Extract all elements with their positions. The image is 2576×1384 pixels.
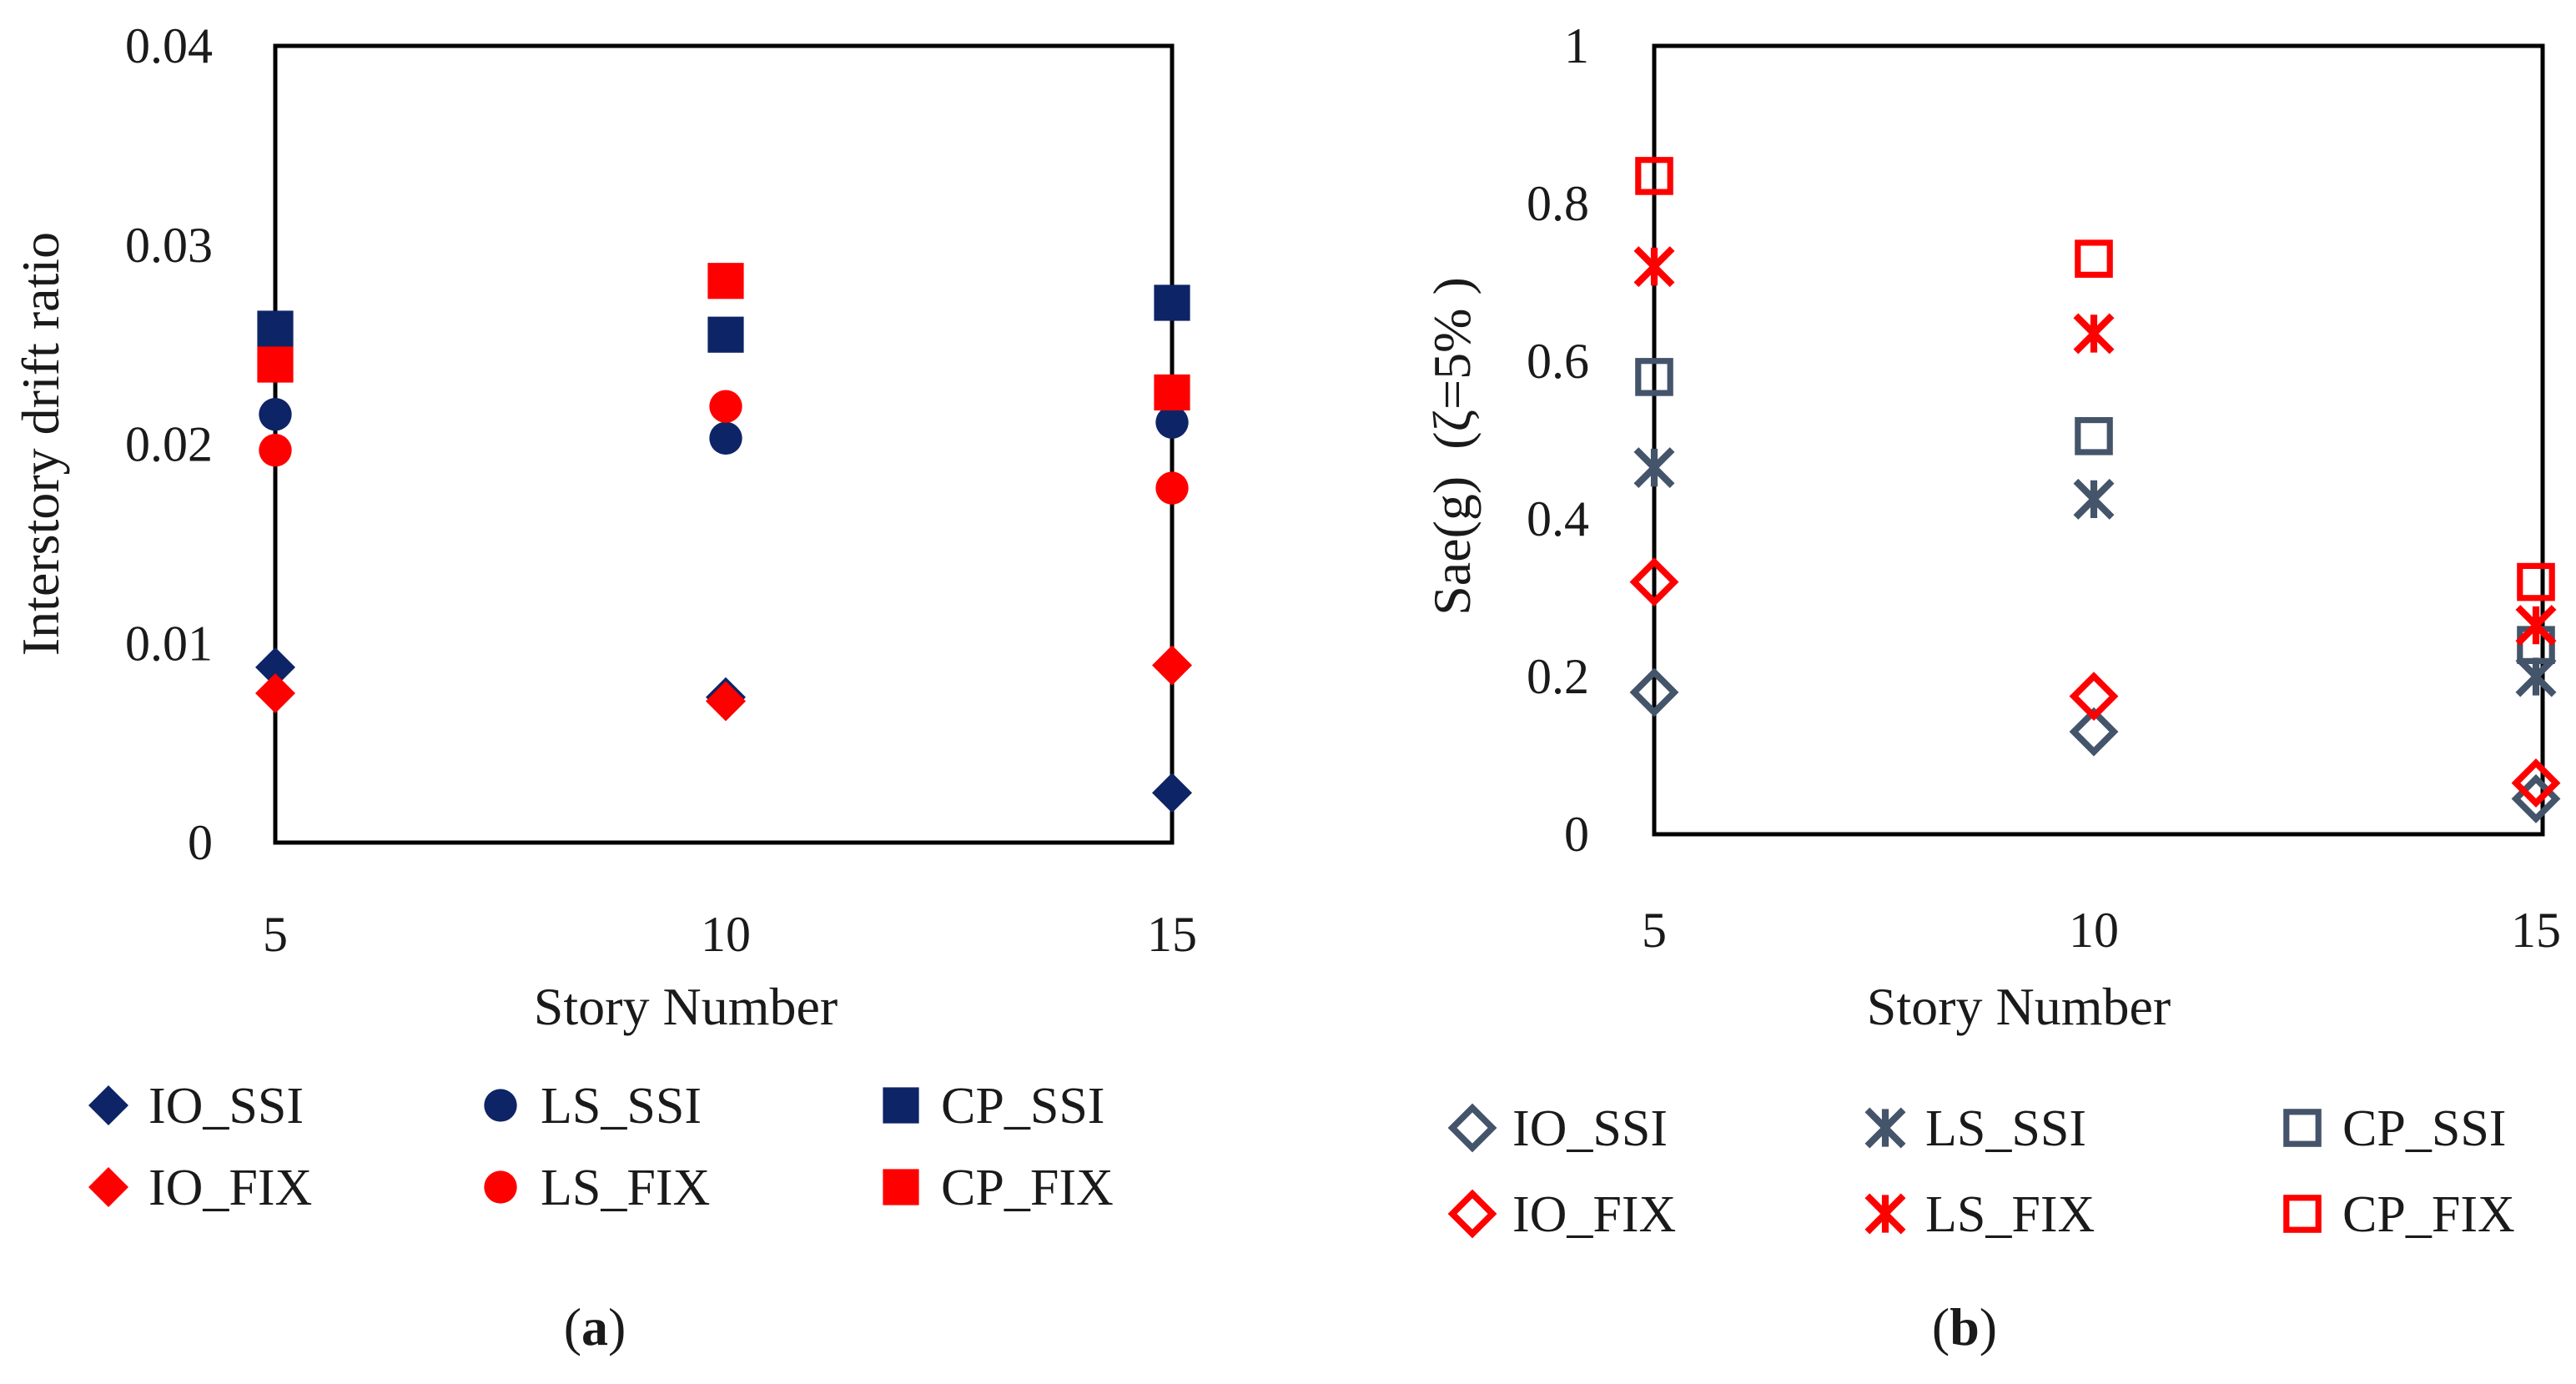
chart-a-point-io-ssi: [255, 647, 295, 687]
chart-b-caption: (b): [1932, 1297, 1997, 1356]
chart-a-point-cp-ssi: [1154, 284, 1190, 321]
chart-a-caption: (a): [564, 1297, 626, 1356]
chart-a-caption-letter: a: [581, 1297, 608, 1356]
chart-a-legend-label: LS_FIX: [541, 1160, 710, 1216]
chart-b-y-tick-label: 0.8: [1527, 176, 1589, 231]
chart-a-legend-marker-io-fix: [88, 1167, 128, 1207]
chart-b-x-tick-label: 10: [2069, 903, 2119, 958]
chart-b-y-tick-label: 0: [1564, 807, 1589, 862]
chart-b-point-cp-fix: [2517, 562, 2555, 601]
chart-a-point-ls-fix: [259, 433, 292, 467]
chart-a-point-cp-fix: [257, 346, 294, 383]
chart-a-legend-label: IO_FIX: [148, 1160, 312, 1216]
chart-a-legend-marker-cp-fix: [883, 1169, 919, 1205]
chart-a-y-tick-label: 0.04: [125, 18, 213, 73]
chart-b-point-io-fix: [2511, 758, 2561, 808]
chart-a-point-io-fix: [255, 672, 295, 713]
chart-b-y-tick-label: 0.4: [1527, 491, 1589, 546]
chart-b-point-ls-ssi: [2073, 478, 2115, 520]
chart-b: 0 0.2 0.4 0.6 0.8 1 5 10 15 Story Number Sae(g)…: [1422, 18, 2561, 1356]
chart-a-x-tick-label: 5: [263, 907, 288, 962]
chart-b-point-cp-fix: [1635, 157, 1673, 195]
chart-a-y-axis-title: Interstory drift ratio: [11, 232, 70, 656]
chart-a-x-tick-label: 15: [1147, 907, 1197, 962]
chart-b-x-axis: 5 10 15: [1642, 903, 2561, 958]
chart-a-y-tick-label: 0.03: [125, 218, 213, 273]
chart-a: 0 0.01 0.02 0.03 0.04 5 10 15 Story Number Int…: [11, 18, 1197, 1356]
chart-b-legend-marker-io-ssi: [1447, 1103, 1497, 1153]
chart-b-x-tick-label: 5: [1642, 903, 1667, 958]
chart-b-point-ls-fix: [2073, 313, 2115, 355]
chart-a-point-ls-ssi: [259, 398, 292, 431]
chart-b-marks: [1629, 157, 2561, 823]
chart-b-point-cp-ssi: [2075, 416, 2113, 455]
chart-b-x-tick-label: 15: [2511, 903, 2561, 958]
chart-a-point-ls-ssi: [709, 421, 742, 455]
chart-b-legend-marker-ls-fix: [1864, 1193, 1906, 1235]
chart-a-legend-marker-ls-fix: [484, 1170, 517, 1204]
chart-a-y-axis: 0 0.01 0.02 0.03 0.04: [125, 18, 213, 870]
chart-b-x-axis-title: Story Number: [1867, 977, 2171, 1036]
chart-a-legend-marker-ls-ssi: [484, 1089, 517, 1122]
chart-a-point-io-fix: [706, 681, 746, 722]
chart-a-legend-label: IO_SSI: [148, 1078, 304, 1135]
chart-b-y-axis-title: Sae(g) (ζ=5% ): [1422, 277, 1482, 616]
chart-a-legend-marker-cp-ssi: [883, 1087, 919, 1124]
chart-b-point-io-ssi: [2069, 707, 2119, 757]
chart-a-point-ls-ssi: [1155, 405, 1189, 439]
chart-b-y-tick-label: 0.6: [1527, 334, 1589, 389]
chart-a-marks: [255, 263, 1192, 813]
chart-a-point-cp-ssi: [257, 310, 294, 347]
chart-b-point-cp-ssi: [1635, 358, 1673, 396]
chart-b-point-cp-fix: [2075, 239, 2113, 278]
chart-b-legend-label: CP_SSI: [2342, 1100, 2506, 1157]
chart-b-legend-label: LS_SSI: [1925, 1100, 2086, 1157]
chart-b-legend-marker-ls-ssi: [1864, 1107, 1906, 1149]
chart-a-legend: IO_SSI LS_SSI CP_SSI IO_FIX LS_FIX CP_FIX: [88, 1078, 1114, 1216]
chart-b-point-ls-fix: [2515, 605, 2557, 647]
chart-b-y-tick-label: 0.2: [1527, 649, 1589, 704]
chart-b-legend: IO_SSI LS_SSI CP_SSI IO_FIX LS_FIX CP_FIX: [1447, 1100, 2515, 1243]
chart-b-point-io-ssi: [1629, 667, 1679, 717]
chart-b-legend-label: LS_FIX: [1925, 1186, 2095, 1243]
chart-b-point-ls-ssi: [1633, 447, 1675, 489]
chart-b-legend-marker-io-fix: [1447, 1189, 1497, 1239]
chart-a-y-tick-label: 0.01: [125, 616, 213, 671]
chart-a-point-ls-fix: [1155, 471, 1189, 505]
chart-b-caption-letter: b: [1950, 1297, 1980, 1356]
chart-a-x-tick-label: 10: [701, 907, 751, 962]
chart-b-legend-marker-cp-fix: [2283, 1195, 2322, 1233]
chart-b-legend-label: IO_SSI: [1512, 1100, 1668, 1157]
chart-b-plot-frame: [1652, 43, 2545, 837]
chart-a-y-tick-label: 0.02: [125, 417, 213, 472]
chart-b-y-tick-label: 1: [1564, 18, 1589, 73]
chart-a-x-axis: 5 10 15: [263, 907, 1197, 962]
chart-b-legend-marker-cp-ssi: [2283, 1109, 2322, 1147]
chart-b-point-ls-fix: [1633, 246, 1675, 288]
chart-a-x-axis-title: Story Number: [534, 977, 838, 1036]
chart-a-y-tick-label: 0: [188, 815, 213, 870]
chart-b-legend-label: CP_FIX: [2342, 1186, 2515, 1243]
chart-b-point-io-fix: [1629, 557, 1679, 607]
chart-a-point-ls-fix: [709, 390, 742, 423]
chart-a-point-cp-ssi: [707, 316, 744, 353]
chart-a-legend-label: LS_SSI: [541, 1078, 702, 1135]
chart-b-y-axis: 0 0.2 0.4 0.6 0.8 1: [1527, 18, 1589, 862]
chart-b-legend-label: IO_FIX: [1512, 1186, 1676, 1243]
chart-a-legend-label: CP_SSI: [941, 1078, 1104, 1135]
chart-a-point-cp-fix: [707, 263, 744, 299]
chart-a-point-cp-fix: [1154, 374, 1190, 411]
chart-a-point-io-fix: [1152, 645, 1192, 686]
chart-a-legend-marker-io-ssi: [88, 1085, 128, 1125]
chart-b-point-io-fix: [2069, 672, 2119, 722]
chart-a-legend-label: CP_FIX: [941, 1160, 1114, 1216]
chart-a-point-io-ssi: [1152, 773, 1192, 813]
